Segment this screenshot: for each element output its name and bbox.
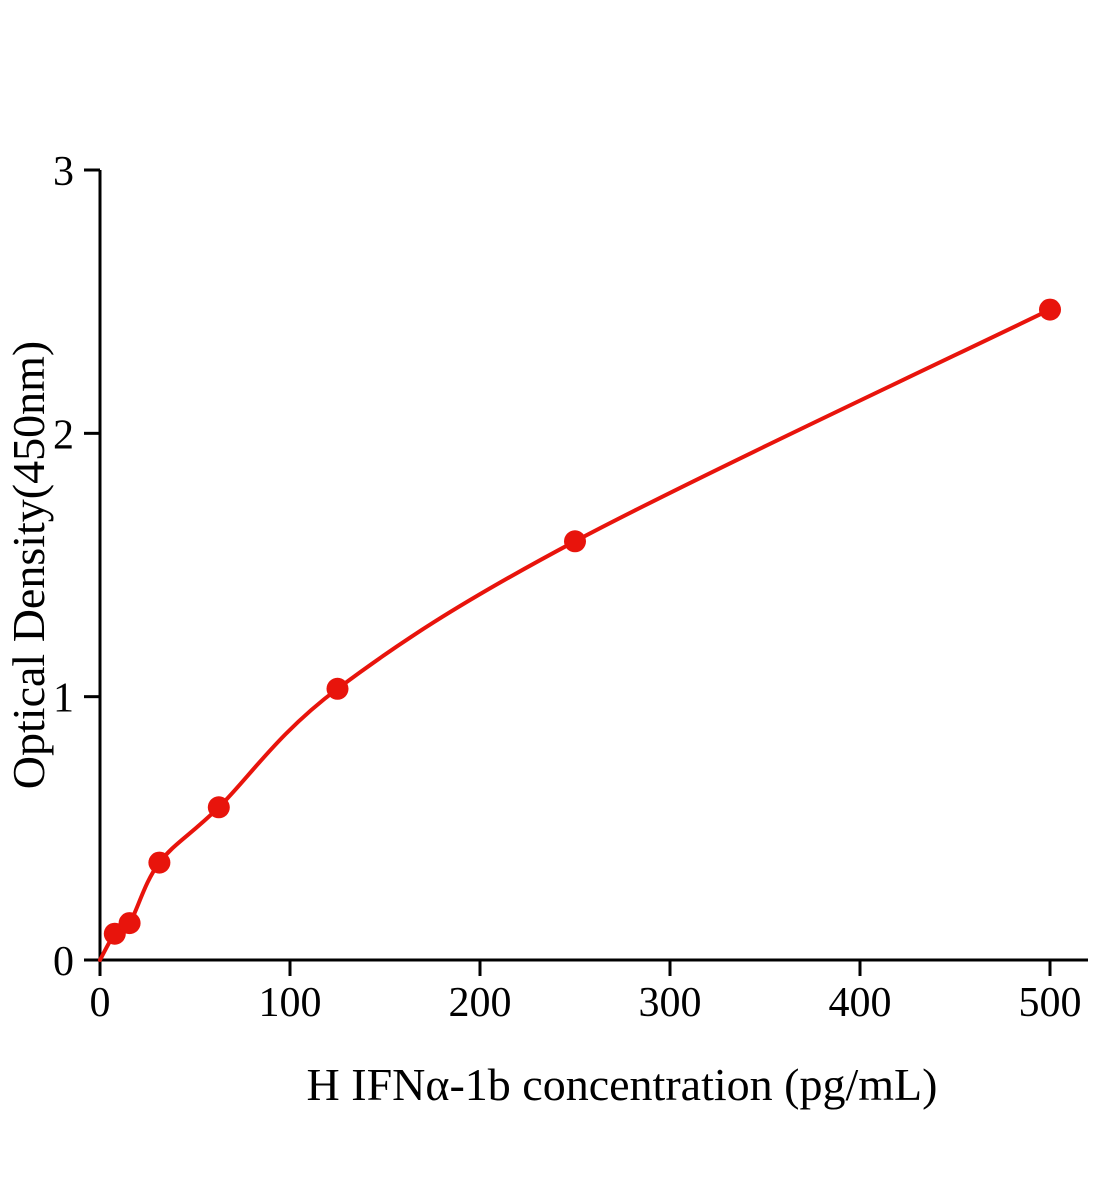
- x-tick-label: 300: [639, 980, 702, 1026]
- y-tick-label: 3: [53, 149, 74, 195]
- standard-curve-line: [98, 307, 1052, 962]
- data-point-marker: [207, 796, 230, 819]
- data-point-marker: [148, 851, 171, 874]
- y-tick-label: 2: [53, 412, 74, 458]
- data-point-marker: [1039, 298, 1061, 321]
- data-point-marker: [326, 677, 349, 700]
- x-tick-label: 200: [449, 980, 512, 1026]
- y-tick-label: 0: [53, 939, 74, 985]
- data-point-marker: [564, 530, 586, 553]
- x-tick-label: 0: [90, 980, 111, 1026]
- x-tick-label: 100: [259, 980, 322, 1026]
- plot-area: 0 100 200 300 400 500 0 1 2 3: [53, 149, 1088, 1026]
- x-tick-label: 500: [1019, 980, 1082, 1026]
- x-axis-title: H IFNα-1b concentration (pg/mL): [307, 1059, 938, 1110]
- y-axis-title: Optical Density(450nm): [3, 341, 54, 789]
- y-tick-label: 1: [53, 676, 74, 722]
- data-point-marker: [118, 912, 141, 935]
- axes-spines: [98, 170, 1088, 962]
- x-tick-label: 400: [829, 980, 892, 1026]
